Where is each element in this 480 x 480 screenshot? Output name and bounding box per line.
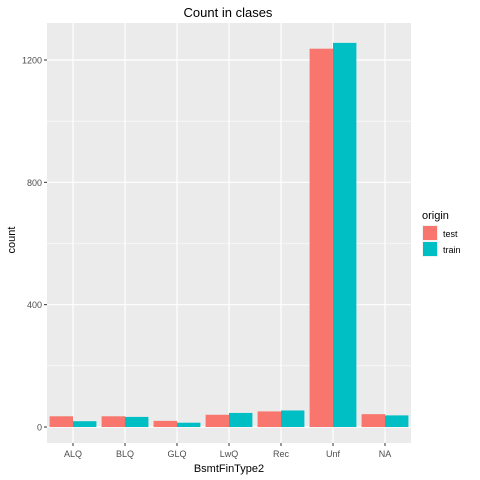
legend-title: origin <box>422 210 449 222</box>
bar-test-alq <box>49 416 73 427</box>
bars <box>49 42 409 428</box>
y-tick-label: 1200 <box>22 56 42 66</box>
chart-title: Count in clases <box>184 5 273 20</box>
legend: origin test train <box>422 210 461 257</box>
bar-test-unf <box>309 48 333 427</box>
y-tick-label: 0 <box>37 423 42 433</box>
y-axis: 0 400 800 1200 <box>22 56 47 433</box>
legend-label-test: test <box>443 229 458 239</box>
x-tick-label: Unf <box>326 449 341 459</box>
y-axis-title: count <box>6 227 18 254</box>
bar-train-alq <box>73 421 97 427</box>
x-tick-label: LwQ <box>220 449 239 459</box>
bar-train-unf <box>333 42 357 428</box>
bar-train-lwq <box>229 412 253 427</box>
x-tick-label: NA <box>379 449 392 459</box>
bar-test-na <box>361 414 385 427</box>
x-axis: ALQ BLQ GLQ LwQ Rec Unf NA <box>64 443 391 459</box>
bar-train-blq <box>125 416 149 427</box>
bar-train-rec <box>281 410 305 427</box>
x-tick-label: GLQ <box>167 449 186 459</box>
x-axis-title: BsmtFinType2 <box>194 463 264 475</box>
bar-test-blq <box>101 416 125 427</box>
y-tick-label: 400 <box>27 300 42 310</box>
x-tick-label: BLQ <box>116 449 134 459</box>
legend-label-train: train <box>443 245 461 255</box>
bar-train-na <box>385 415 409 427</box>
legend-swatch-test <box>423 226 437 240</box>
bar-test-glq <box>153 420 177 427</box>
bar-test-rec <box>257 411 281 427</box>
bar-train-glq <box>177 422 201 427</box>
legend-swatch-train <box>423 242 437 256</box>
x-tick-label: Rec <box>273 449 290 459</box>
bar-test-lwq <box>205 414 229 427</box>
y-tick-label: 800 <box>27 178 42 188</box>
x-tick-label: ALQ <box>64 449 82 459</box>
